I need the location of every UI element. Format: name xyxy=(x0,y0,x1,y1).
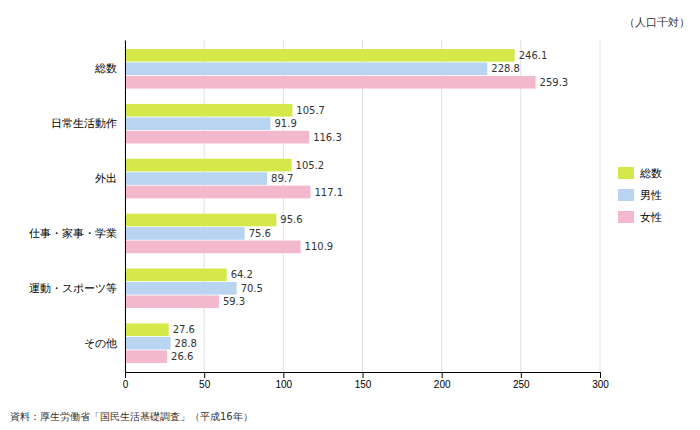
grid-line xyxy=(283,40,284,372)
y-tick: 総数 xyxy=(94,62,125,74)
y-tick: 外出 xyxy=(95,172,125,184)
bar xyxy=(125,323,169,336)
x-tick-mark xyxy=(125,372,126,378)
data-label: 259.3 xyxy=(540,77,569,88)
x-tick: 100 xyxy=(275,372,292,390)
x-tick-label: 200 xyxy=(434,379,451,390)
bar xyxy=(125,76,536,89)
bar xyxy=(125,282,237,295)
grid-line xyxy=(441,40,442,372)
y-tick-label: 運動・スポーツ等 xyxy=(29,282,117,294)
x-tick: 0 xyxy=(123,372,129,390)
chart: 246.1 105.7 105.2 95.6 64.2 27.6 228.8 91.9 89.7… xyxy=(0,0,700,430)
y-tick-label: 外出 xyxy=(95,172,117,184)
bar xyxy=(125,104,292,117)
y-tick-label: 仕事・家事・学業 xyxy=(29,227,117,239)
legend-label: 総数 xyxy=(639,167,662,180)
grid-line xyxy=(204,40,205,372)
x-tick-label: 100 xyxy=(275,379,292,390)
data-label: 117.1 xyxy=(314,187,343,198)
y-tick-label: 総数 xyxy=(94,62,117,74)
x-tick-label: 300 xyxy=(592,379,609,390)
grid-line xyxy=(600,40,601,372)
bar xyxy=(125,172,267,185)
legend: 総数男性女性 xyxy=(618,167,662,224)
grid xyxy=(125,40,600,372)
data-label: 105.2 xyxy=(296,160,325,171)
data-label: 246.1 xyxy=(519,50,548,61)
y-tick-label: 日常生活動作 xyxy=(51,117,117,129)
data-label: 70.5 xyxy=(241,283,263,294)
x-tick-mark xyxy=(442,372,443,378)
x-tick: 250 xyxy=(513,372,530,390)
legend-item: 男性 xyxy=(618,189,662,202)
legend-item: 女性 xyxy=(618,211,662,224)
bar xyxy=(125,227,245,240)
data-label: 75.6 xyxy=(249,228,271,239)
data-label: 89.7 xyxy=(271,173,293,184)
y-axis: 総数日常生活動作外出仕事・家事・学業運動・スポーツ等その他 xyxy=(29,41,126,373)
x-axis: 0 50 100 150 200 250 300 xyxy=(123,372,610,390)
data-label: 26.6 xyxy=(171,351,193,362)
y-tick: その他 xyxy=(84,337,125,349)
data-label: 110.9 xyxy=(305,241,334,252)
legend-swatch xyxy=(618,167,634,179)
bar xyxy=(125,49,515,62)
bar xyxy=(125,350,167,363)
x-tick-mark xyxy=(363,372,364,378)
x-tick-label: 0 xyxy=(123,379,129,390)
bar xyxy=(125,269,227,282)
data-label: 28.8 xyxy=(175,338,197,349)
grid-line xyxy=(125,40,126,372)
x-tick: 150 xyxy=(355,372,372,390)
bar xyxy=(125,295,219,308)
data-labels: 246.1 105.7 105.2 95.6 64.2 27.6 228.8 91.9 89.7… xyxy=(171,50,568,362)
bar xyxy=(125,117,271,130)
y-axis-line xyxy=(125,41,126,373)
data-label: 105.7 xyxy=(296,105,325,116)
x-tick: 50 xyxy=(199,372,211,390)
x-tick-label: 250 xyxy=(513,379,530,390)
data-label: 91.9 xyxy=(275,118,297,129)
data-label: 116.3 xyxy=(313,132,342,143)
x-axis-line xyxy=(126,373,601,379)
legend-label: 女性 xyxy=(640,211,662,224)
bar xyxy=(125,159,292,172)
x-tick-mark xyxy=(600,372,601,378)
grid-line xyxy=(520,40,521,372)
legend-item: 総数 xyxy=(618,167,662,180)
y-tick: 仕事・家事・学業 xyxy=(29,227,125,239)
x-tick-mark xyxy=(283,372,284,378)
unit-label: （人口千対） xyxy=(624,16,690,29)
bar xyxy=(125,214,276,227)
x-tick: 200 xyxy=(434,372,451,390)
data-label: 27.6 xyxy=(173,324,195,335)
legend-swatch xyxy=(618,211,634,223)
bar xyxy=(125,337,171,350)
legend-label: 男性 xyxy=(640,189,662,202)
x-tick-mark xyxy=(204,372,205,378)
data-label: 64.2 xyxy=(231,269,253,280)
grid-line xyxy=(362,40,363,372)
data-label: 228.8 xyxy=(491,63,520,74)
bar xyxy=(125,241,301,254)
y-tick: 日常生活動作 xyxy=(51,117,125,129)
bar xyxy=(125,131,309,144)
data-label: 95.6 xyxy=(280,214,302,225)
x-tick-label: 150 xyxy=(355,379,372,390)
x-tick-label: 50 xyxy=(199,379,211,390)
data-label: 59.3 xyxy=(223,296,245,307)
legend-swatch xyxy=(618,189,634,201)
bars xyxy=(125,49,536,363)
y-tick: 運動・スポーツ等 xyxy=(29,282,125,294)
x-tick: 300 xyxy=(592,372,609,390)
bar xyxy=(125,62,487,75)
x-tick-mark xyxy=(521,372,522,378)
bar xyxy=(125,186,310,199)
y-tick-label: その他 xyxy=(84,337,117,349)
source-label: 資料：厚生労働省「国民生活基礎調査」（平成16年） xyxy=(10,411,253,422)
